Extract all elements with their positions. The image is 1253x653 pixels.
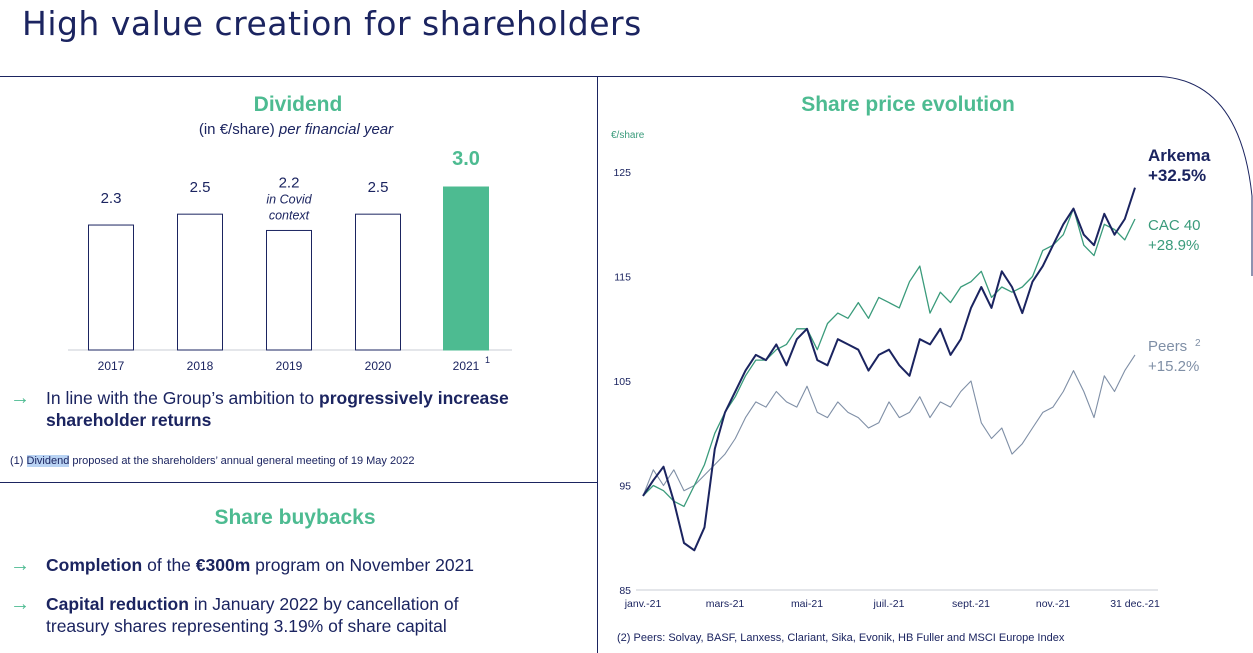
series-change-label: +32.5% <box>1148 166 1206 185</box>
buyback-bullet-2-bold: Capital reduction <box>46 594 189 614</box>
x-tick-label: 31 dec.-21 <box>1110 598 1160 610</box>
tick-superscript: 1 <box>485 355 490 365</box>
buyback-bullet-2: → Capital reduction in January 2022 by c… <box>10 593 586 637</box>
series-change-label: +28.9% <box>1148 237 1199 254</box>
share-price-footnote: (2) Peers: Solvay, BASF, Lanxess, Claria… <box>617 632 1065 644</box>
y-tick-label: 85 <box>619 585 631 597</box>
share-price-title: Share price evolution <box>801 93 1015 116</box>
footnote-highlighted-word: Dividend <box>26 455 70 467</box>
tick-label-2019: 2019 <box>276 359 303 373</box>
bar-2018 <box>177 213 223 351</box>
series-name-superscript: 2 <box>1195 338 1201 349</box>
green-arrow-icon: → <box>10 387 30 409</box>
series-line-cac-40 <box>642 207 1136 508</box>
bar-2021 <box>443 186 489 351</box>
dividend-bar-chart: 2.3 2017 2.5 2018 2.2in Covid context 2019 2.5 2… <box>68 150 512 373</box>
footnote-text: proposed at the shareholders’ annual gen… <box>72 455 415 467</box>
dividend-subtitle-plain: (in €/share) <box>198 121 275 138</box>
buyback-bullet-2-line-2: treasury shares representing 3.19% of sh… <box>46 616 447 636</box>
y-tick-label: 95 <box>619 481 631 493</box>
bar-2017 <box>88 224 134 351</box>
buyback-bullet-1-bold-1: Completion <box>46 555 143 575</box>
y-axis-unit-label: €/share <box>611 130 645 141</box>
dividend-footnote: (1) Dividend proposed at the shareholder… <box>10 455 414 467</box>
middle-divider <box>0 482 598 483</box>
x-tick-label: janv.-21 <box>624 598 662 610</box>
dividend-title: Dividend <box>253 93 343 116</box>
x-tick-label: nov.-21 <box>1036 598 1070 610</box>
bar-2019 <box>266 229 312 351</box>
buyback-bullet-1-mid: of the <box>147 555 191 575</box>
dividend-bullet: → In line with the Group’s ambition to p… <box>10 387 566 431</box>
green-arrow-icon: → <box>10 593 30 615</box>
tick-label-2017: 2017 <box>98 359 125 373</box>
dividend-bullet-text: In line with the Group’s ambition to <box>46 388 315 408</box>
tick-label-2020: 2020 <box>365 359 392 373</box>
value-label-2020: 2.5 <box>368 179 389 196</box>
series-name-arkema: Arkema <box>1148 146 1211 165</box>
top-divider <box>0 76 1140 77</box>
tick-label-2018: 2018 <box>187 359 214 373</box>
x-tick-label: mars-21 <box>706 598 745 610</box>
bar-2020 <box>355 213 401 351</box>
series-name-cac-40: CAC 40 <box>1148 217 1201 234</box>
footnote-prefix: (1) <box>10 455 24 467</box>
value-label-2021: 3.0 <box>452 150 480 170</box>
green-arrow-icon: → <box>10 554 30 576</box>
value-label-2018: 2.5 <box>190 179 211 196</box>
series-line-peers <box>642 354 1136 497</box>
value-label-2019: 2.2 <box>279 174 300 191</box>
x-tick-label: mai-21 <box>791 598 823 610</box>
tick-label-2021: 2021 <box>453 359 480 373</box>
series-line-arkema <box>642 187 1136 552</box>
y-tick-label: 125 <box>613 167 631 179</box>
dividend-subtitle-italic: per financial year <box>278 121 394 138</box>
dividend-subtitle: (in €/share) per financial year <box>0 121 592 138</box>
buyback-bullet-1: → Completion of the €300m program on Nov… <box>10 554 586 576</box>
corner-arc-decoration <box>1140 76 1253 276</box>
vertical-divider <box>597 76 598 653</box>
series-change-label: +15.2% <box>1148 358 1199 375</box>
x-tick-label: sept.-21 <box>952 598 990 610</box>
page-title: High value creation for shareholders <box>22 4 642 43</box>
dividend-bullet-bold: progressively increase shareholder retur… <box>46 388 509 430</box>
share-price-line-chart: €/share 85 95 105 115 125 janv.-21 mars-21 mai-2… <box>611 130 1211 610</box>
x-tick-label: juil.-21 <box>873 598 905 610</box>
y-tick-label: 115 <box>614 272 631 284</box>
buyback-bullet-1-bold-2: €300m <box>195 555 251 575</box>
buyback-bullet-1-rest: program on November 2021 <box>255 555 475 575</box>
y-tick-label: 105 <box>613 376 631 388</box>
buybacks-title: Share buybacks <box>214 506 376 529</box>
series-name-peers: Peers <box>1148 338 1187 355</box>
annotation-line-1: in Covid <box>266 192 312 206</box>
value-label-2017: 2.3 <box>101 190 122 207</box>
annotation-line-2: context <box>269 208 310 222</box>
buyback-bullet-2-line-1: in January 2022 by cancellation of <box>193 594 459 614</box>
